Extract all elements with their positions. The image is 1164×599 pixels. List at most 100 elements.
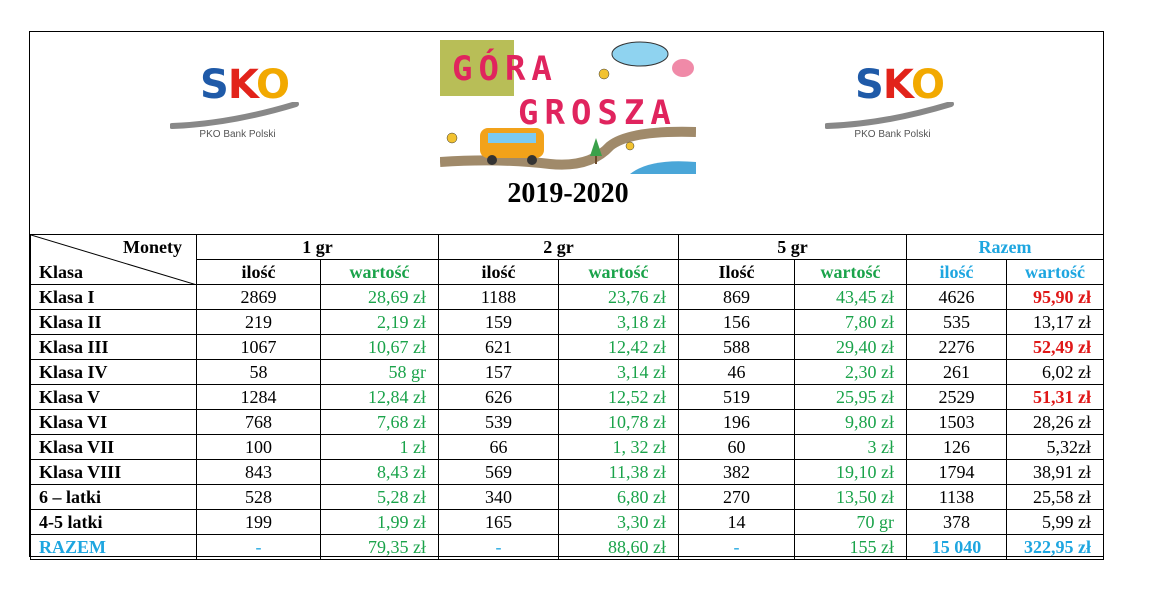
table-cell: 4626 — [906, 284, 1007, 310]
table-cell: 5,99 zł — [1005, 509, 1105, 535]
sub-ilosc: ilość — [196, 259, 321, 285]
sko-logo-letters: SKO — [200, 62, 290, 108]
sub-ilosc-total: ilość — [906, 259, 1007, 285]
table-cell: 6,02 zł — [1005, 359, 1105, 385]
table-cell: 159 — [438, 309, 559, 335]
table-cell: 626 — [438, 384, 559, 410]
table-cell: 1, 32 zł — [558, 434, 679, 460]
table-cell: 12,42 zł — [558, 334, 679, 360]
table-cell: 7,80 zł — [794, 309, 907, 335]
table-cell: 3 zł — [794, 434, 907, 460]
table-cell: 25,95 zł — [794, 384, 907, 410]
banner-illustration: GÓRA GROSZA — [440, 40, 696, 174]
table-cell: 1067 — [196, 334, 321, 360]
table-cell: 25,58 zł — [1005, 484, 1105, 510]
row-label: Klasa I — [30, 284, 197, 310]
table-cell: 196 — [678, 409, 795, 435]
group-razem: Razem — [905, 234, 1105, 260]
table-cell: 165 — [438, 509, 559, 535]
sub-wartosc-total: wartość — [1005, 259, 1105, 285]
table-cell: 1,99 zł — [320, 509, 439, 535]
table-cell: 5,28 zł — [320, 484, 439, 510]
swoosh-icon — [825, 102, 954, 129]
total-cell: - — [196, 534, 321, 560]
sub-ilosc: ilość — [438, 259, 559, 285]
table-row: 4-5 latki 199 1,99 zł 165 3,30 zł 14 70 gr 378 5… — [30, 509, 1105, 535]
table-cell: 10,78 zł — [558, 409, 679, 435]
table-cell: 19,10 zł — [794, 459, 907, 485]
table-cell: 535 — [906, 309, 1007, 335]
savings-table: Monety Klasa 1 gr 2 gr 5 gr Razem ilość … — [30, 234, 1105, 560]
corner-klasa: Klasa — [39, 262, 84, 282]
table-row: Klasa V 1284 12,84 zł 626 12,52 zł 519 25,95 z… — [30, 384, 1105, 410]
table-cell: 1794 — [906, 459, 1007, 485]
table-cell: 340 — [438, 484, 559, 510]
table-cell: 43,45 zł — [794, 284, 907, 310]
table-row: Klasa VII 100 1 zł 66 1, 32 zł 60 3 zł 126 5,32z… — [30, 434, 1105, 460]
gora-grosza-banner: GÓRA GROSZA — [440, 40, 696, 174]
table-body: Klasa I 2869 28,69 zł 1188 23,76 zł 869 43,45 … — [30, 284, 1105, 535]
banner-line2: GROSZA — [518, 93, 677, 133]
table-cell: 12,52 zł — [558, 384, 679, 410]
table-cell: 2529 — [906, 384, 1007, 410]
table-cell: 569 — [438, 459, 559, 485]
sko-logo-right: SKO PKO Bank Polski — [825, 57, 985, 167]
table-cell: 588 — [678, 334, 795, 360]
sub-wartosc: wartość — [558, 259, 679, 285]
table-cell: 10,67 zł — [320, 334, 439, 360]
group-1gr: 1 gr — [196, 234, 439, 260]
corner-cell: Monety Klasa — [30, 234, 197, 285]
row-label: Klasa II — [30, 309, 197, 335]
table-cell: 51,31 zł — [1005, 384, 1105, 410]
table-cell: 12,84 zł — [320, 384, 439, 410]
corner-monety: Monety — [123, 237, 182, 257]
total-cell: 155 zł — [794, 534, 907, 560]
row-label: 4-5 latki — [30, 509, 197, 535]
table-cell: 58 gr — [320, 359, 439, 385]
table-cell: 519 — [678, 384, 795, 410]
total-cell: 322,95 zł — [1005, 534, 1105, 560]
group-2gr: 2 gr — [438, 234, 679, 260]
table-cell: 23,76 zł — [558, 284, 679, 310]
row-label: Klasa III — [30, 334, 197, 360]
table-cell: 1188 — [438, 284, 559, 310]
sko-logo-letters: SKO — [855, 62, 945, 108]
total-label: RAZEM — [30, 534, 197, 560]
header: SKO PKO Bank Polski GÓRA GROSZA — [30, 32, 1103, 234]
sub-ilosc: Ilość — [678, 259, 795, 285]
table-cell: 768 — [196, 409, 321, 435]
table-cell: 9,80 zł — [794, 409, 907, 435]
table-cell: 1138 — [906, 484, 1007, 510]
table-cell: 13,50 zł — [794, 484, 907, 510]
table-row: Klasa II 219 2,19 zł 159 3,18 zł 156 7,80 zł 53… — [30, 309, 1105, 335]
table-cell: 156 — [678, 309, 795, 335]
row-label: Klasa IV — [30, 359, 197, 385]
row-label: Klasa VI — [30, 409, 197, 435]
table-cell: 66 — [438, 434, 559, 460]
table-cell: 1 zł — [320, 434, 439, 460]
table-cell: 3,18 zł — [558, 309, 679, 335]
sko-logo-left: SKO PKO Bank Polski — [170, 57, 330, 167]
table-cell: 46 — [678, 359, 795, 385]
table-cell: 261 — [906, 359, 1007, 385]
table-cell: 29,40 zł — [794, 334, 907, 360]
table-cell: 2,30 zł — [794, 359, 907, 385]
total-cell: 15 040 — [906, 534, 1007, 560]
table-row: Klasa VI 768 7,68 zł 539 10,78 zł 196 9,80 zł 1… — [30, 409, 1105, 435]
table-cell: 621 — [438, 334, 559, 360]
table-cell: 28,26 zł — [1005, 409, 1105, 435]
table-cell: 7,68 zł — [320, 409, 439, 435]
banner-line1: GÓRA — [452, 48, 558, 89]
table-cell: 8,43 zł — [320, 459, 439, 485]
document-frame: SKO PKO Bank Polski GÓRA GROSZA — [29, 31, 1105, 560]
table-cell: 270 — [678, 484, 795, 510]
table-cell: 5,32zł — [1005, 434, 1105, 460]
table-cell: 3,14 zł — [558, 359, 679, 385]
total-cell: - — [438, 534, 559, 560]
table-cell: 157 — [438, 359, 559, 385]
table-row: Klasa IV 58 58 gr 157 3,14 zł 46 2,30 zł 261 6,0… — [30, 359, 1105, 385]
table-cell: 6,80 zł — [558, 484, 679, 510]
table-row: Klasa VIII 843 8,43 zł 569 11,38 zł 382 19,10 … — [30, 459, 1105, 485]
total-cell: 79,35 zł — [320, 534, 439, 560]
sub-wartosc: wartość — [794, 259, 907, 285]
